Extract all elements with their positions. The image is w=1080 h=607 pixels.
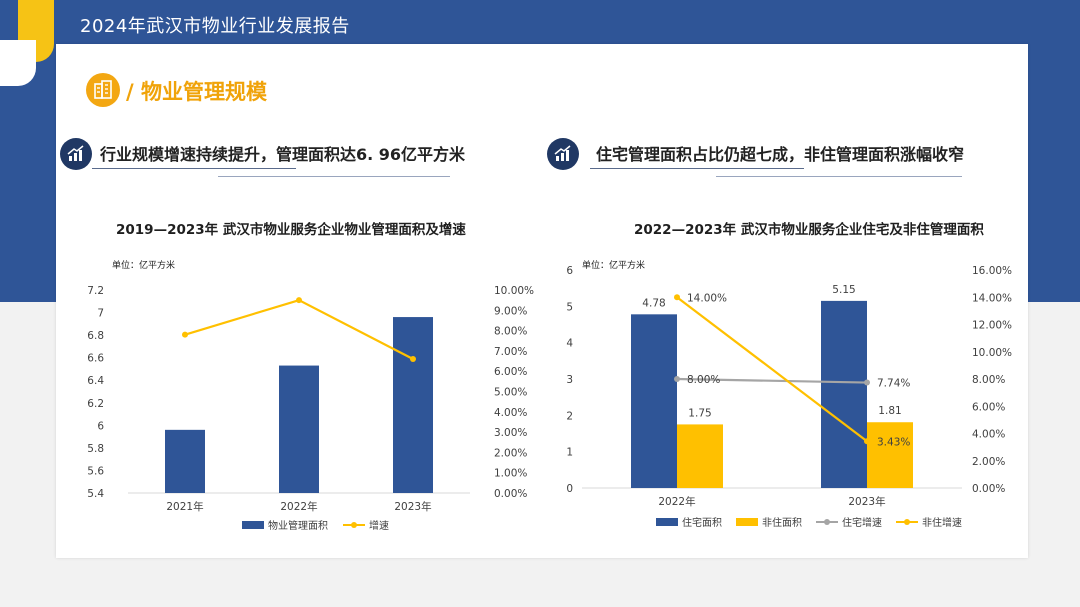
report-title: 2024年武汉市物业行业发展报告 (80, 16, 350, 37)
legend-swatch (242, 521, 264, 529)
chart-2-title: 2022—2023年 武汉市物业服务企业住宅及非住管理面积 (634, 222, 984, 238)
y2-tick-label: 4.00% (972, 429, 1005, 441)
bar-住宅面积 (631, 314, 677, 488)
y2-tick-label: 9.00% (494, 305, 527, 317)
y2-tick-label: 16.00% (972, 265, 1012, 277)
y2-tick-label: 5.00% (494, 387, 527, 399)
y-tick-label: 6.2 (87, 398, 104, 410)
decorative-tab-white (0, 40, 36, 86)
y2-tick-label: 0.00% (494, 488, 527, 500)
y2-tick-label: 3.00% (494, 427, 527, 439)
growth-chart-icon (547, 138, 579, 170)
y2-tick-label: 2.00% (972, 456, 1005, 468)
x-tick-label: 2023年 (394, 500, 431, 513)
bar-非住面积 (867, 422, 913, 488)
legend-label: 非住面积 (762, 516, 802, 529)
point-非住增速 (864, 438, 870, 445)
bar-物业管理面积 (165, 429, 205, 493)
right-underline-secondary (716, 176, 962, 177)
y2-tick-label: 4.00% (494, 407, 527, 419)
point-增速 (410, 356, 416, 363)
bar-data-label: 4.78 (642, 297, 665, 309)
point-非住增速 (674, 294, 680, 301)
x-tick-label: 2022年 (658, 495, 695, 508)
y2-tick-label: 10.00% (494, 285, 534, 297)
unit-label: 单位：亿平方米 (582, 259, 645, 271)
bar-data-label: 5.15 (832, 284, 855, 296)
bar-住宅面积 (821, 300, 867, 488)
point-住宅增速 (864, 379, 870, 386)
growth-chart-icon (60, 138, 92, 170)
x-tick-label: 2021年 (166, 500, 203, 513)
left-underline-secondary (218, 176, 450, 177)
x-tick-label: 2022年 (280, 500, 317, 513)
y2-tick-label: 0.00% (972, 483, 1005, 495)
y-tick-label: 7 (97, 308, 104, 320)
unit-label: 单位：亿平方米 (112, 259, 175, 271)
y-tick-label: 5.8 (87, 443, 104, 455)
bar-data-label: 1.81 (878, 405, 901, 417)
bar-非住面积 (677, 424, 723, 488)
line-data-label: 14.00% (687, 292, 727, 304)
y-tick-label: 6.4 (87, 375, 104, 387)
bar-物业管理面积 (279, 365, 319, 493)
y2-tick-label: 6.00% (972, 401, 1005, 413)
legend-label: 住宅面积 (682, 516, 722, 529)
bar-物业管理面积 (393, 317, 433, 493)
y2-tick-label: 14.00% (972, 292, 1012, 304)
legend-swatch (736, 518, 758, 526)
y-tick-label: 5.6 (87, 465, 104, 477)
legend-marker (904, 519, 910, 525)
legend-label: 物业管理面积 (268, 519, 328, 532)
building-icon (86, 73, 120, 107)
y-tick-label: 0 (566, 483, 573, 495)
left-underline (92, 168, 296, 169)
line-data-label: 7.74% (877, 378, 910, 390)
section-title: / 物业管理规模 (126, 80, 267, 104)
y2-tick-label: 2.00% (494, 447, 527, 459)
legend-label: 非住增速 (922, 516, 962, 529)
y-tick-label: 6 (97, 420, 104, 432)
y-tick-label: 5 (566, 301, 573, 313)
y2-tick-label: 1.00% (494, 468, 527, 480)
chart-1-title: 2019—2023年 武汉市物业服务企业物业管理面积及增速 (116, 222, 466, 238)
y2-tick-label: 6.00% (494, 366, 527, 378)
line-data-label: 3.43% (877, 436, 910, 448)
legend-swatch (656, 518, 678, 526)
y-tick-label: 2 (566, 410, 573, 422)
y2-tick-label: 8.00% (972, 374, 1005, 386)
left-subtitle: 行业规模增速持续提升，管理面积达6. 96亿平方米 (100, 145, 466, 164)
y-tick-label: 1 (566, 447, 573, 459)
y-tick-label: 7.2 (87, 285, 104, 297)
x-tick-label: 2023年 (848, 495, 885, 508)
line-住宅增速 (676, 377, 868, 384)
point-增速 (296, 297, 302, 304)
legend-label: 住宅增速 (842, 516, 882, 529)
y2-tick-label: 8.00% (494, 326, 527, 338)
legend-label: 增速 (369, 519, 389, 532)
y-tick-label: 5.4 (87, 488, 104, 500)
y-tick-label: 6.6 (87, 353, 104, 365)
y2-tick-label: 7.00% (494, 346, 527, 358)
y2-tick-label: 12.00% (972, 320, 1012, 332)
point-住宅增速 (674, 376, 680, 382)
y-tick-label: 6 (566, 265, 573, 277)
bar-data-label: 1.75 (688, 407, 711, 419)
y-tick-label: 6.8 (87, 330, 104, 342)
y2-tick-label: 10.00% (972, 347, 1012, 359)
right-subtitle: 住宅管理面积占比仍超七成，非住管理面积涨幅收窄 (596, 145, 965, 164)
right-underline (590, 168, 804, 169)
y-tick-label: 4 (566, 338, 573, 350)
legend-marker (824, 519, 830, 525)
legend-marker (351, 522, 357, 528)
line-非住增速 (676, 296, 868, 443)
line-data-label: 8.00% (687, 374, 720, 386)
point-增速 (182, 331, 188, 338)
y-tick-label: 3 (566, 374, 573, 386)
